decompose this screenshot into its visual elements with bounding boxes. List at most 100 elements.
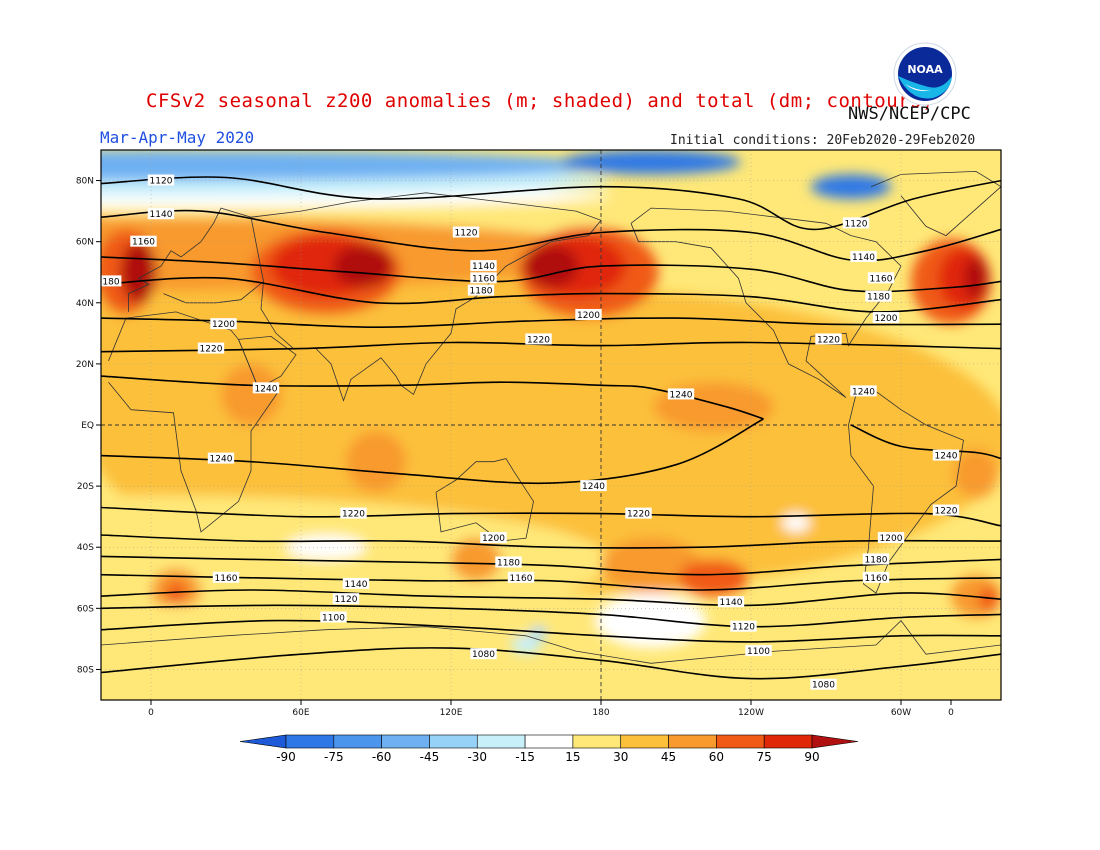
contour-label-text: 1180 [497, 559, 520, 569]
colorbar: -90 -75 -60 -45 -30 -15 15 30 45 60 75 90 [239, 734, 859, 764]
colorbar-swatch [763, 734, 813, 749]
contour-label-text: 1160 [510, 574, 533, 584]
contour-label: 1140 [850, 250, 877, 263]
contour-label-box [932, 449, 960, 461]
anomaly-region [101, 605, 611, 642]
anomaly-region [601, 538, 701, 594]
colorbar-swatch [429, 734, 478, 749]
colorbar-label: -30 [467, 750, 487, 764]
contour-label-text: 1160 [132, 238, 155, 248]
contour-label-text: 1240 [210, 455, 233, 465]
coastline-australia [435, 458, 534, 542]
contour-1180 [101, 555, 1001, 576]
contour-label: 1220 [525, 333, 552, 345]
colorbar-label: 45 [661, 750, 676, 764]
contour-label-box [810, 678, 837, 690]
contour-label-text: 1240 [935, 452, 958, 462]
contour-label-box [130, 235, 157, 247]
contour-label-box [470, 648, 497, 660]
contour-1080 [101, 647, 1001, 680]
anomaly-region [596, 593, 706, 649]
coastline-antarctica [101, 619, 1001, 664]
contour-1200 [101, 534, 1001, 549]
contour-1140 [101, 589, 1001, 607]
contour-label-box [147, 174, 175, 186]
contour-label-box [452, 226, 480, 238]
contour-label: 1220 [625, 507, 652, 520]
contour-label-box [332, 593, 360, 605]
lat-tick-label: 60S [77, 604, 94, 614]
contour-label-box [470, 260, 497, 272]
contour-label: 1140 [342, 577, 370, 590]
contour-label: 1120 [452, 226, 480, 239]
contour-label: 1120 [842, 217, 870, 229]
anomaly-region [523, 244, 579, 288]
contour-label-box [101, 275, 122, 287]
contour-label-box [872, 312, 900, 324]
lat-tick-label: 20S [77, 482, 94, 492]
contour-label: 1100 [320, 611, 347, 624]
contour-1240 [101, 375, 764, 420]
contour-label: 1200 [210, 318, 237, 330]
contour-label: 1240 [580, 480, 607, 492]
contour-label-text: 1200 [212, 320, 235, 330]
anomaly-region [678, 559, 749, 597]
colorbar-label: 75 [757, 750, 772, 764]
contour-label-text: 1220 [342, 510, 365, 520]
lon-tick-label: 60W [891, 708, 911, 718]
contour-label-text: 1140 [150, 210, 173, 220]
colorbar-swatch [476, 734, 526, 749]
contour-label-text: 1180 [867, 293, 890, 303]
contour-label-text: 1080 [472, 650, 495, 660]
contour-label-text: 1200 [577, 311, 600, 321]
contour-label-text: 1220 [200, 345, 223, 355]
contour-label: 1120 [730, 620, 757, 633]
contour-label-text: 1160 [472, 274, 495, 284]
contour-label-box [525, 333, 552, 345]
contour-label-box [340, 507, 367, 519]
contour-label-text: 1160 [215, 574, 238, 584]
contour-1160 [101, 573, 1001, 591]
contour-label-text: 1180 [865, 555, 888, 565]
axis-ticks: 0 60E 120E 180 120W 60W 0 80N 60N 40N 20N EQ 20S 40S 6… [76, 177, 954, 718]
contour-label-box [207, 452, 235, 464]
contour-label: 1220 [815, 333, 842, 345]
anomaly-region [511, 635, 541, 655]
contour-label-box [480, 532, 507, 544]
contour-label-box [717, 596, 745, 608]
contour-label-text: 1200 [880, 534, 903, 544]
contour-label: 1180 [862, 553, 890, 565]
contour-label: 1160 [507, 571, 535, 584]
contour-label-box [575, 309, 602, 320]
contour-label-box [625, 507, 652, 519]
colorbar-swatch [572, 734, 622, 749]
contour-label: 1240 [252, 382, 280, 394]
contour-1120 [101, 604, 1001, 628]
contour-1100 [101, 619, 1001, 643]
anomaly-region [101, 495, 611, 630]
colorbar-low-arrow [239, 734, 287, 749]
lat-tick-label: 20N [76, 360, 94, 370]
coastline-north-america [630, 207, 902, 398]
colorbar-label: 90 [804, 750, 819, 764]
contour-label: 1160 [470, 272, 497, 284]
contour-label-text: 1140 [345, 580, 368, 590]
contour-label: 1140 [147, 208, 175, 220]
contour-label-box [252, 382, 280, 394]
chart-title: CFSv2 seasonal z200 anomalies (m; shaded… [146, 90, 934, 112]
contour-label: 1200 [575, 309, 602, 321]
anomaly-region [978, 586, 999, 612]
contour-label: 1240 [850, 385, 877, 397]
lon-tick-label: 120W [738, 708, 764, 718]
contour-label-box [865, 290, 892, 302]
contour-label-text: 1120 [455, 229, 478, 239]
anomaly-region [964, 256, 988, 300]
lat-tick-label: 40N [76, 299, 94, 309]
contour-label: 180 [101, 275, 122, 287]
contour-label-text: 1120 [732, 623, 755, 633]
contour-label-box [842, 217, 870, 229]
contour-label: 1220 [340, 507, 367, 520]
contour-label-text: 1120 [845, 219, 868, 229]
colorbar-swatch [668, 734, 717, 749]
colorbar-swatch [285, 734, 335, 749]
